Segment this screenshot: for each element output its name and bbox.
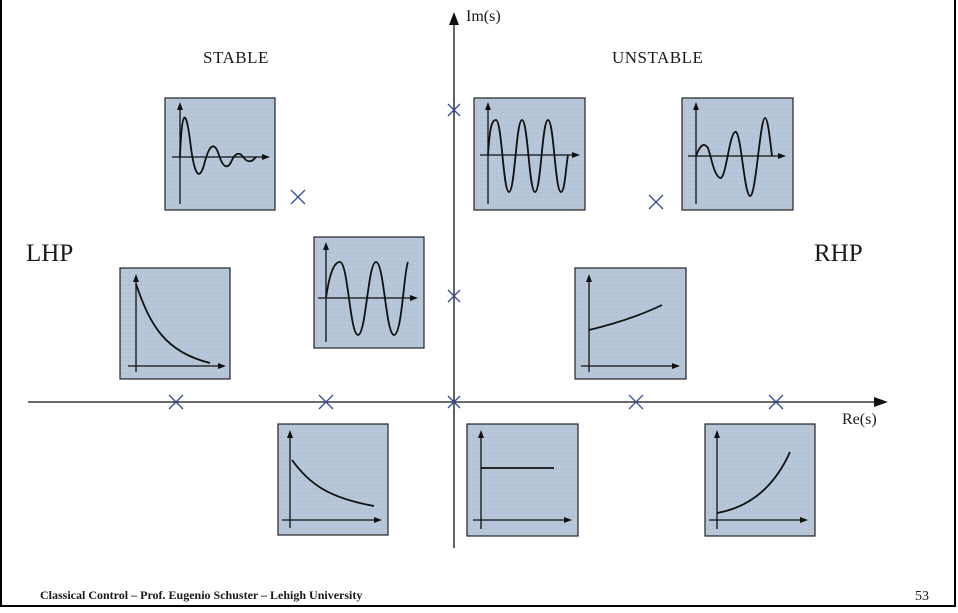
imaginary-axis-label: Im(s) [466,8,501,25]
response-panel-growing-oscillation [681,97,794,211]
footer-text: Classical Control – Prof. Eugenio Schust… [40,588,363,602]
pole-marker [447,103,461,117]
pole-marker [447,289,461,303]
rhp-label: RHP [814,240,863,267]
stable-label: STABLE [203,48,269,67]
page-number: 53 [915,589,929,604]
response-panel-constant [466,423,579,537]
response-panels [119,97,816,537]
response-panel-fast-growth [704,423,816,537]
lhp-label: LHP [26,240,74,267]
pole-marker [168,394,184,410]
response-panel-slow-decay [277,423,389,536]
response-panel-slow-growth [574,267,687,380]
pole-marker [318,394,334,410]
response-panel-sustained-oscillation-low [313,236,425,349]
pole-marker [447,395,461,409]
pole-marker [628,394,644,410]
pole-marker [290,189,306,205]
response-panel-damped-oscillation [164,97,276,211]
pole-markers [168,103,784,410]
imaginary-axis-arrow [449,12,459,25]
pole-marker [768,394,784,410]
real-axis-arrow [874,397,888,407]
real-axis-label: Re(s) [842,411,877,428]
unstable-label: UNSTABLE [612,48,704,67]
response-panel-fast-decay [119,267,231,380]
pole-marker [648,194,664,210]
response-panel-sustained-oscillation-high [473,97,586,211]
